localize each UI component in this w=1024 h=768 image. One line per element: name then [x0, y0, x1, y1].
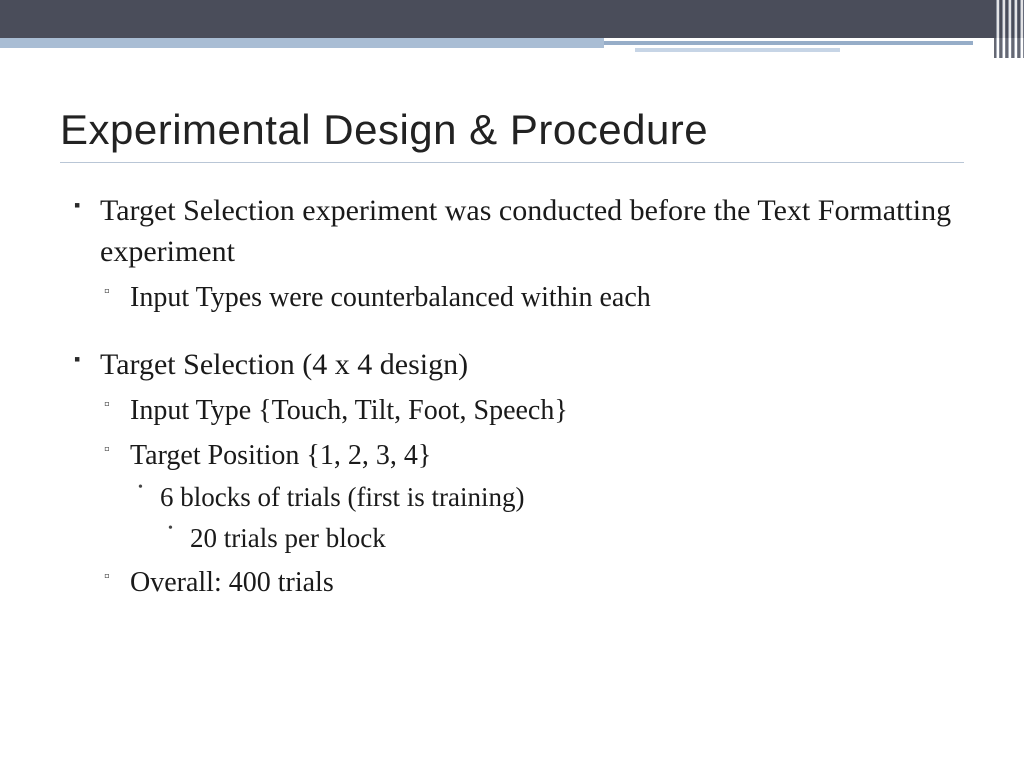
list-item: Target Position {1, 2, 3, 4} 6 blocks of…	[100, 436, 960, 559]
list-item: Input Type {Touch, Tilt, Foot, Speech}	[100, 391, 960, 432]
accent-row	[0, 38, 1024, 58]
accent-bar-main	[0, 38, 604, 48]
list-item: Target Selection experiment was conducte…	[74, 191, 960, 319]
list-item: Overall: 400 trials	[100, 563, 960, 604]
header-band	[0, 0, 1024, 38]
bullet-text: Target Position {1, 2, 3, 4}	[130, 440, 431, 471]
accent-bar-thin2	[635, 48, 840, 52]
slide-content: Experimental Design & Procedure Target S…	[0, 58, 1024, 603]
bullet-text: Input Type {Touch, Tilt, Foot, Speech}	[130, 395, 568, 426]
bullet-text: Overall: 400 trials	[130, 567, 334, 598]
list-item: 6 blocks of trials (first is training) 2…	[130, 478, 960, 558]
accent-bar-thin1	[604, 41, 973, 45]
bullet-text: 6 blocks of trials (first is training)	[160, 482, 524, 512]
bullet-text: 20 trials per block	[190, 523, 386, 553]
bullet-text: Target Selection experiment was conducte…	[100, 194, 951, 268]
list-item: Input Types were counterbalanced within …	[100, 278, 960, 319]
slide-title: Experimental Design & Procedure	[60, 106, 964, 163]
slide-body: Target Selection experiment was conducte…	[60, 163, 964, 603]
bullet-list: Target Selection experiment was conducte…	[74, 191, 960, 603]
bullet-text: Target Selection (4 x 4 design)	[100, 348, 468, 381]
edge-stripe-decoration	[994, 0, 1024, 58]
list-item: Target Selection (4 x 4 design) Input Ty…	[74, 345, 960, 604]
list-item: 20 trials per block	[160, 519, 960, 558]
bullet-text: Input Types were counterbalanced within …	[130, 282, 651, 313]
